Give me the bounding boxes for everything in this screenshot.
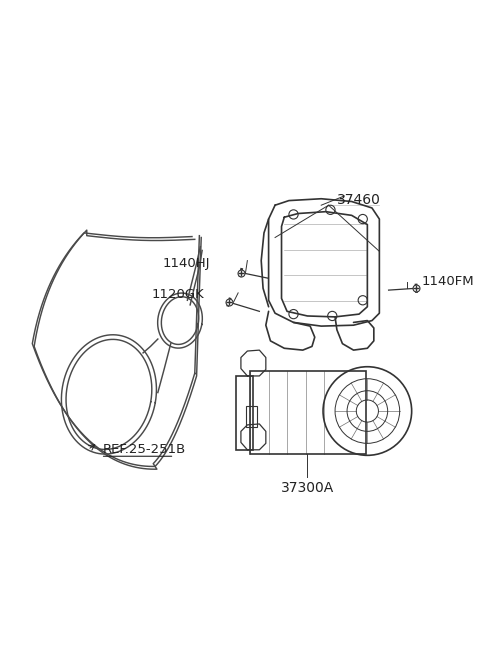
Circle shape — [358, 214, 367, 223]
Circle shape — [328, 311, 337, 320]
Bar — [250, 371, 365, 455]
Text: REF.25-251B: REF.25-251B — [102, 443, 186, 457]
Circle shape — [358, 295, 367, 305]
Circle shape — [326, 205, 335, 214]
Text: 1140FM: 1140FM — [422, 275, 474, 288]
Text: 1140HJ: 1140HJ — [163, 257, 210, 270]
Text: 37300A: 37300A — [281, 481, 334, 495]
Circle shape — [289, 310, 298, 319]
Bar — [246, 406, 257, 426]
Circle shape — [289, 210, 298, 219]
Text: 37460: 37460 — [337, 193, 381, 207]
Text: 1120GK: 1120GK — [151, 288, 204, 301]
Bar — [236, 376, 253, 450]
